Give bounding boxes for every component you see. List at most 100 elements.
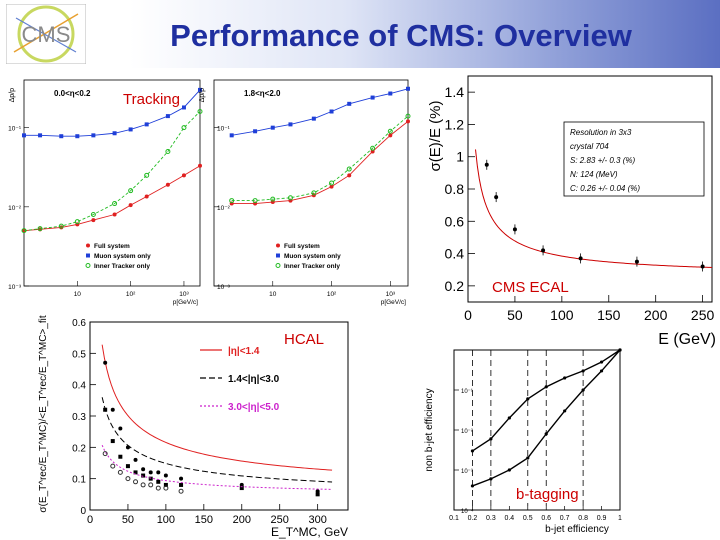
- x-tick-label: 150: [195, 514, 213, 526]
- x-tick-label: 10: [74, 291, 82, 298]
- x-tick-label: 150: [597, 307, 621, 323]
- y-tick-label: 0.6: [445, 213, 465, 229]
- y-tick-label: 0.5: [72, 349, 86, 360]
- data-point: [118, 426, 123, 431]
- legend-entry: crystal 704: [570, 142, 609, 151]
- data-point: [163, 482, 168, 487]
- y-axis-label: σ(E)/E (%): [427, 101, 444, 172]
- tracking-high-eta-chart: Δp/p 1.8<η<2.0 10⁻¹ 10⁻² 10⁻³ 10 10² 10³p[GeV/c…: [199, 79, 411, 306]
- legend-entry: Full system: [94, 243, 130, 250]
- y-tick-label: 10⁻²: [217, 205, 231, 212]
- y-tick-label: 10⁻²: [8, 205, 22, 212]
- y-tick-label: 0.2: [72, 443, 86, 454]
- x-tick-label: 300: [308, 514, 326, 526]
- y-tick-label: 1.4: [445, 84, 465, 100]
- x-tick-label: 250: [271, 514, 289, 526]
- x-tick-label: 10²: [126, 291, 136, 298]
- plot-frame: [213, 79, 409, 287]
- data-point: [110, 439, 115, 444]
- legend-entry: Inner Tracker only: [284, 263, 340, 270]
- x-tick-label: 0.3: [486, 515, 496, 522]
- data-point: [346, 166, 352, 172]
- data-point: [156, 470, 161, 475]
- x-tick-label: 0: [464, 307, 472, 323]
- data-point: [526, 456, 530, 460]
- x-axis-label: E (GeV): [658, 331, 716, 348]
- x-tick-label: 10³: [386, 291, 396, 298]
- y-tick-label: 0: [80, 506, 86, 517]
- legend-entry: Full system: [284, 243, 320, 250]
- data-point: [599, 360, 604, 364]
- data-point: [163, 473, 168, 478]
- x-tick-label: 200: [644, 307, 668, 323]
- x-tick-label: 0.4: [504, 515, 514, 522]
- y-tick-label: 0.1: [72, 475, 86, 486]
- fit-curve: [101, 397, 333, 483]
- data-point: [470, 449, 475, 453]
- data-point: [275, 263, 281, 268]
- data-point: [181, 105, 186, 110]
- data-point: [165, 182, 170, 187]
- svg-text:CMS: CMS: [22, 22, 71, 47]
- data-point: [128, 127, 133, 132]
- data-point: [470, 484, 475, 488]
- y-axis-label: σ(E_T^rec/E_T^MC)/<E_T^rec/E_T^MC>_fit: [38, 315, 49, 512]
- data-point: [599, 369, 604, 373]
- x-axis-label: b-jet efficiency: [545, 524, 609, 535]
- data-point: [270, 196, 276, 202]
- data-point: [329, 180, 335, 186]
- x-tick-label: 50: [122, 514, 134, 526]
- data-point: [163, 485, 169, 491]
- legend-entry: Muon system only: [94, 253, 151, 260]
- data-point: [59, 134, 64, 139]
- data-point: [329, 109, 334, 114]
- data-point: [21, 228, 27, 234]
- data-point: [112, 212, 117, 217]
- data-point: [133, 470, 138, 475]
- data-point: [110, 463, 116, 469]
- data-point: [387, 128, 393, 134]
- y-tick-label: 0.3: [72, 412, 86, 423]
- x-tick-label: 0: [87, 514, 93, 526]
- data-point: [197, 109, 203, 115]
- data-point: [165, 148, 171, 154]
- data-point: [155, 485, 161, 491]
- data-point: [507, 468, 511, 472]
- data-point: [253, 129, 258, 134]
- data-point: [370, 95, 375, 100]
- x-tick-label: 100: [550, 307, 574, 323]
- y-tick-label: 0.4: [445, 246, 465, 262]
- y-tick-label: 0.6: [72, 318, 86, 329]
- data-point: [128, 203, 133, 208]
- data-point: [484, 162, 489, 167]
- data-point: [178, 488, 184, 494]
- fit-curve: [475, 149, 713, 268]
- x-axis-label: p[GeV/c]: [381, 299, 406, 306]
- tracking-low-eta-chart: Δp/p 0.0<η<0.2 10⁻¹ 10⁻² 10⁻³ 10 10² 10³p[GeV/c…: [8, 79, 203, 306]
- page-title: Performance of CMS: Overview: [170, 18, 632, 53]
- data-point: [86, 253, 90, 258]
- data-point: [141, 467, 146, 472]
- data-point: [315, 489, 320, 494]
- data-point: [133, 479, 139, 485]
- x-tick-label: 1: [618, 515, 622, 522]
- x-tick-label: 100: [157, 514, 175, 526]
- x-tick-label: 0.5: [523, 515, 533, 522]
- y-tick-label: 0.2: [445, 278, 465, 294]
- x-tick-label: 250: [691, 307, 715, 323]
- data-point: [102, 451, 108, 457]
- y-tick-label: 1.2: [445, 116, 465, 132]
- eta-range-label: 0.0<η<0.2: [54, 89, 91, 98]
- data-point: [181, 125, 187, 131]
- x-axis-label: p[GeV/c]: [173, 299, 198, 306]
- data-point: [388, 91, 393, 96]
- data-point: [311, 116, 316, 121]
- cms-ecal-label: CMS ECAL: [490, 279, 571, 296]
- data-point: [165, 114, 170, 119]
- data-point: [148, 476, 153, 481]
- x-tick-label: 10³: [179, 291, 189, 298]
- data-point: [288, 122, 293, 127]
- y-axis-label: Δp/p: [199, 88, 206, 103]
- data-point: [140, 482, 146, 488]
- data-point: [270, 125, 275, 130]
